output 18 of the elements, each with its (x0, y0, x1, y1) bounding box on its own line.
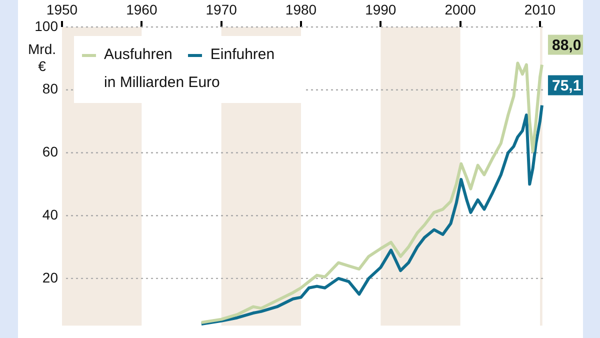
y-tick-label: 40 (42, 206, 58, 222)
x-tick-label: 1960 (126, 1, 158, 18)
legend-label: Ausfuhren (104, 46, 172, 63)
y-tick-label: 100 (34, 18, 58, 34)
y-tick-label: 20 (42, 269, 58, 286)
text: in Milliarden Euro (104, 74, 220, 91)
x-tick-label: 2010 (524, 1, 556, 18)
data-label: 88,0 (552, 36, 582, 54)
y-tick-label: 60 (42, 144, 58, 160)
data-label: 75,1 (552, 77, 582, 94)
y-axis-title: Mrd. € (28, 40, 56, 74)
x-tick-label: 1980 (285, 1, 317, 18)
x-tick-label: 1970 (206, 1, 238, 18)
legend-label: Einfuhren (210, 46, 275, 63)
y-tick-label: 80 (42, 80, 58, 97)
x-tick-label: 1990 (365, 1, 396, 18)
x-tick-label: 1950 (46, 1, 78, 18)
x-tick-label: 2000 (444, 1, 476, 18)
